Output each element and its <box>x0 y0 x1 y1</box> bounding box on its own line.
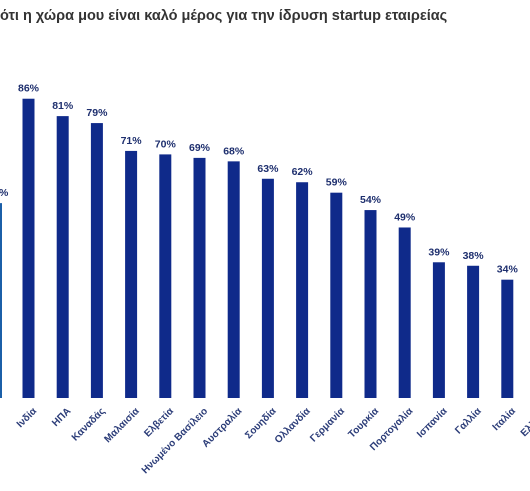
category-label-14: Ιταλία <box>491 405 519 433</box>
bar-label-6: 68% <box>223 145 245 157</box>
bar-9 <box>330 192 343 398</box>
bar-label-7: 63% <box>257 163 279 175</box>
bar-label-14: 34% <box>497 264 519 276</box>
bar-label-8: 62% <box>292 166 314 178</box>
bar-6 <box>227 161 240 398</box>
category-label-10: Τουρκία <box>347 405 382 440</box>
bar-2 <box>90 123 103 398</box>
bar-8 <box>296 182 309 398</box>
category-label-12: Ισπανία <box>415 405 450 440</box>
bar-label-12: 39% <box>428 246 450 258</box>
category-label-13: Γαλλία <box>453 405 484 436</box>
category-label-8: Ολλανδία <box>273 405 314 446</box>
bar-label-11: 49% <box>394 211 416 223</box>
bar-1 <box>56 116 69 399</box>
bar-label-13: 38% <box>463 250 485 262</box>
bar-label-10: 54% <box>360 194 382 206</box>
category-label-0: Ινδία <box>15 405 40 430</box>
category-label-1: ΗΠΑ <box>50 406 73 429</box>
bar-label-0: 86% <box>18 83 40 95</box>
bar-3 <box>125 150 138 398</box>
bar-label-4: 70% <box>155 138 177 150</box>
bar-5 <box>193 157 206 398</box>
bar-label-3: 71% <box>121 135 143 147</box>
bar-label-9: 59% <box>326 177 348 189</box>
bar-14 <box>501 279 514 398</box>
bar-partial-left <box>0 203 2 398</box>
bar-label-2: 79% <box>86 107 108 119</box>
bar-4 <box>159 154 172 398</box>
bar-12 <box>432 262 445 398</box>
bar-10 <box>364 210 377 398</box>
bar-0 <box>22 98 35 398</box>
category-label-3: Μαλαισία <box>102 405 142 445</box>
bar-label-5: 69% <box>189 142 211 154</box>
bar-7 <box>261 178 274 398</box>
category-label-4: Ελβετία <box>142 405 176 439</box>
bar-11 <box>398 227 411 398</box>
bar-13 <box>467 265 480 398</box>
bar-label-partial-left: % <box>0 187 9 199</box>
category-label-15: Ελλάδα <box>519 405 530 439</box>
category-label-9: Γερμανία <box>308 405 347 444</box>
bar-label-1: 81% <box>52 100 74 112</box>
chart-title: ότι η χώρα μου είναι καλό μέρος για την … <box>0 8 448 24</box>
category-label-5: Ηνωμένο Βασίλειο <box>140 406 210 476</box>
